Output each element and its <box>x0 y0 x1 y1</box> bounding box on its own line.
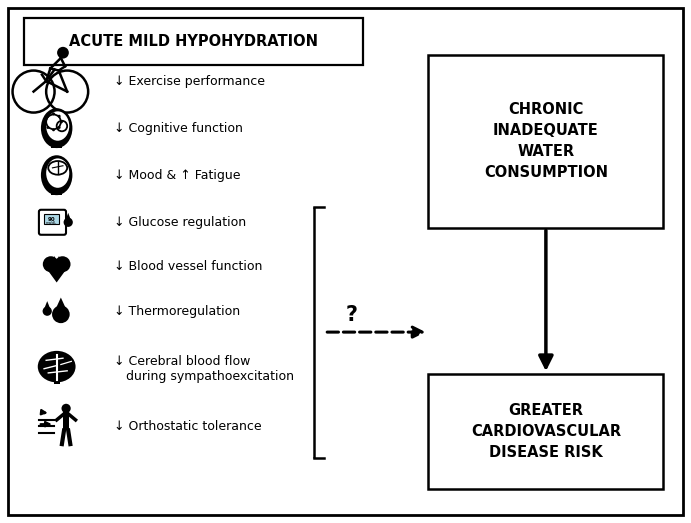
Text: ↓ Exercise performance: ↓ Exercise performance <box>114 75 265 87</box>
Circle shape <box>44 120 47 123</box>
Text: mg/dL: mg/dL <box>46 221 57 225</box>
Circle shape <box>52 112 55 116</box>
Bar <box>53 378 60 384</box>
Circle shape <box>46 126 49 129</box>
Circle shape <box>46 115 49 118</box>
Circle shape <box>52 128 55 131</box>
Text: ACUTE MILD HYPOHYDRATION: ACUTE MILD HYPOHYDRATION <box>69 35 318 49</box>
Circle shape <box>57 47 69 59</box>
Ellipse shape <box>46 158 69 188</box>
Polygon shape <box>44 265 70 282</box>
FancyBboxPatch shape <box>428 55 663 228</box>
Polygon shape <box>44 256 57 269</box>
Circle shape <box>57 126 61 129</box>
Ellipse shape <box>38 351 75 382</box>
Text: 90: 90 <box>48 217 55 222</box>
Ellipse shape <box>41 155 73 195</box>
Polygon shape <box>57 256 70 269</box>
FancyBboxPatch shape <box>8 8 683 515</box>
Polygon shape <box>65 213 71 221</box>
Ellipse shape <box>46 111 69 141</box>
Circle shape <box>52 305 70 323</box>
Circle shape <box>61 404 70 413</box>
Bar <box>51 191 62 195</box>
Text: ↓ Cognitive function: ↓ Cognitive function <box>114 122 243 134</box>
Circle shape <box>60 120 63 123</box>
Bar <box>44 214 59 224</box>
Circle shape <box>55 256 70 272</box>
Text: ↓ Glucose regulation: ↓ Glucose regulation <box>114 216 246 229</box>
Text: ↓ Mood & ↑ Fatigue: ↓ Mood & ↑ Fatigue <box>114 169 240 181</box>
FancyBboxPatch shape <box>39 210 66 235</box>
FancyBboxPatch shape <box>428 374 663 489</box>
Bar <box>51 144 62 148</box>
Bar <box>63 412 69 430</box>
Circle shape <box>43 306 52 316</box>
FancyBboxPatch shape <box>24 18 363 65</box>
Circle shape <box>57 115 61 118</box>
Text: ↓ Cerebral blood flow
   during sympathoexcitation: ↓ Cerebral blood flow during sympathoexc… <box>114 355 294 383</box>
Ellipse shape <box>41 108 73 148</box>
Text: ↓ Blood vessel function: ↓ Blood vessel function <box>114 260 263 273</box>
Circle shape <box>43 256 59 272</box>
Polygon shape <box>54 298 68 312</box>
Text: ↓ Orthostatic tolerance: ↓ Orthostatic tolerance <box>114 420 262 433</box>
Circle shape <box>64 218 73 227</box>
Polygon shape <box>44 301 50 310</box>
Text: ?: ? <box>346 305 357 325</box>
Text: ↓ Thermoregulation: ↓ Thermoregulation <box>114 305 240 317</box>
Text: CHRONIC
INADEQUATE
WATER
CONSUMPTION: CHRONIC INADEQUATE WATER CONSUMPTION <box>484 102 608 180</box>
Text: GREATER
CARDIOVASCULAR
DISEASE RISK: GREATER CARDIOVASCULAR DISEASE RISK <box>471 403 621 460</box>
